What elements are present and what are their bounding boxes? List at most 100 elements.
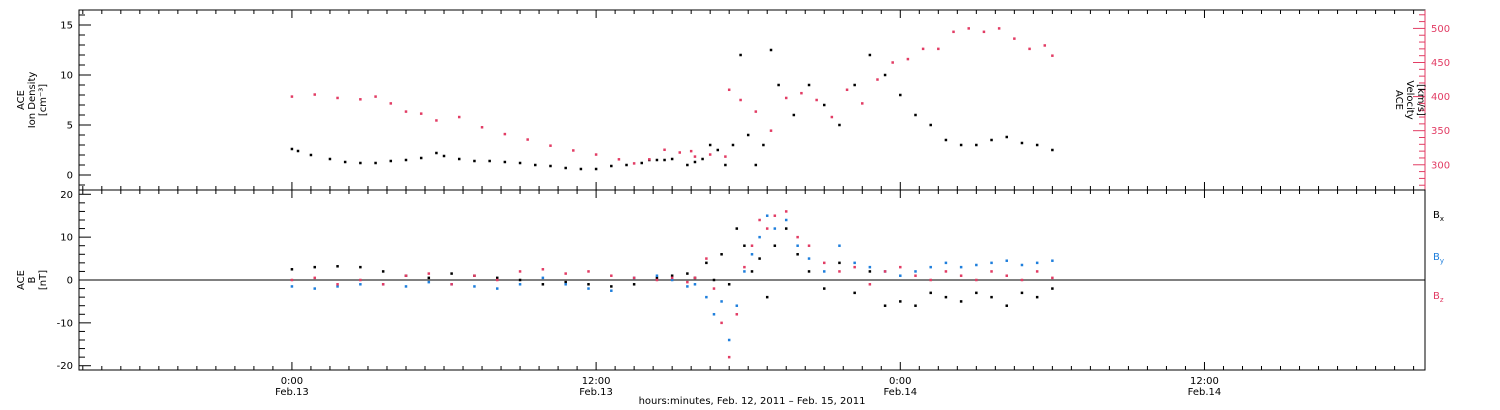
bz-point (495, 278, 499, 282)
top-ylabel-left-line2: Ion Density (27, 72, 38, 129)
legend-entry-bx: Bx (1433, 210, 1444, 223)
top-right-axis: 300 350 400 450 500 (1413, 10, 1450, 190)
bx-point (495, 276, 499, 280)
density-point (1020, 141, 1024, 145)
density-point (625, 163, 628, 167)
density-point (359, 161, 362, 165)
velocity-point (1013, 37, 1016, 40)
density-point (929, 123, 932, 127)
velocity-point (457, 115, 461, 119)
velocity-point (952, 30, 955, 34)
bz-point (632, 276, 636, 280)
bz-point (822, 261, 826, 265)
by-point (427, 280, 431, 284)
density-point (1051, 148, 1054, 152)
bx-point (735, 227, 739, 230)
velocity-point (336, 96, 339, 100)
density-point (404, 158, 408, 162)
by-point (959, 265, 963, 269)
bz-point (670, 276, 674, 280)
density-point (640, 161, 643, 165)
density-point (663, 158, 666, 162)
bx-point (822, 287, 826, 290)
by-point (807, 257, 811, 260)
bx-point (587, 283, 590, 286)
bx-point (868, 270, 872, 273)
density-point (296, 149, 300, 153)
velocity-point (769, 129, 773, 132)
density-point (754, 163, 758, 167)
bz-point (944, 270, 948, 273)
bz-point (336, 283, 339, 286)
bottom-ylabel-left-line3: [nT] (38, 270, 49, 290)
density-point (579, 167, 583, 171)
x-tick-label-time: 0:00 (281, 376, 303, 387)
bz-point (564, 272, 567, 275)
top-series-group (290, 27, 1054, 171)
y-tick-label: -20 (57, 361, 73, 372)
density-point (457, 157, 461, 161)
x-tick-label-time: 12:00 (1190, 376, 1219, 387)
density-point (914, 113, 917, 117)
bz-point (705, 257, 708, 260)
density-point (838, 123, 841, 127)
velocity-point (689, 149, 693, 153)
bz-point (765, 227, 769, 230)
density-point (328, 157, 332, 161)
by-point (765, 214, 769, 217)
by-point (564, 283, 567, 286)
density-point (309, 153, 313, 157)
y-tick-label: 350 (1431, 126, 1450, 137)
bx-point (670, 274, 674, 277)
bz-point (712, 287, 716, 290)
bx-point (758, 257, 761, 260)
bx-point (381, 270, 385, 273)
bz-point (450, 283, 453, 286)
bx-point (750, 270, 754, 273)
bx-point (427, 276, 431, 280)
density-point (473, 159, 476, 163)
by-point (975, 263, 978, 267)
by-point (914, 270, 917, 273)
by-point (693, 283, 697, 286)
by-point (655, 274, 659, 277)
by-point (1035, 261, 1039, 265)
bz-point (290, 278, 294, 282)
bx-point (727, 283, 731, 286)
by-point (796, 244, 799, 247)
bz-point (883, 270, 887, 273)
bx-point (290, 268, 294, 271)
bz-point (914, 274, 917, 277)
density-point (777, 83, 780, 87)
velocity-point (617, 158, 621, 161)
x-tick-label-date: Feb.13 (275, 387, 309, 398)
bx-point (796, 253, 799, 256)
bz-point (868, 283, 872, 286)
y-tick-label: 5 (67, 121, 73, 132)
y-tick-label: 10 (60, 233, 73, 244)
bz-point (899, 265, 902, 269)
velocity-point (594, 153, 598, 156)
bx-point (313, 265, 316, 269)
bottom-series-group (290, 210, 1054, 359)
by-point (686, 285, 689, 288)
density-point (564, 166, 567, 170)
by-point (670, 278, 674, 282)
by-point (784, 218, 788, 222)
bz-point (541, 268, 545, 271)
bz-point (610, 274, 613, 277)
density-point (731, 143, 735, 147)
x-axis-label: hours:minutes, Feb. 12, 2011 – Feb. 15, … (639, 396, 866, 407)
bx-point (914, 304, 917, 307)
bx-point (765, 295, 769, 299)
x-tick-label-date: Feb.14 (883, 387, 917, 398)
bx-point (450, 272, 453, 275)
x-tick-label-date: Feb.13 (579, 387, 613, 398)
bottom-ylabel-left-line2: B (27, 276, 38, 283)
density-point (389, 159, 393, 163)
bz-point (758, 218, 761, 222)
bx-point (712, 278, 716, 282)
density-point (435, 151, 438, 155)
density-point (693, 160, 697, 164)
bz-point (587, 270, 590, 273)
